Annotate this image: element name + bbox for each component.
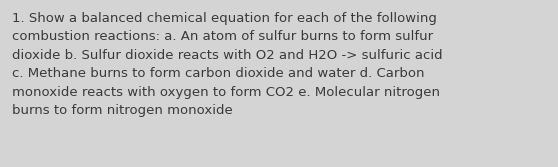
Text: 1. Show a balanced chemical equation for each of the following
combustion reacti: 1. Show a balanced chemical equation for… [12,12,443,117]
